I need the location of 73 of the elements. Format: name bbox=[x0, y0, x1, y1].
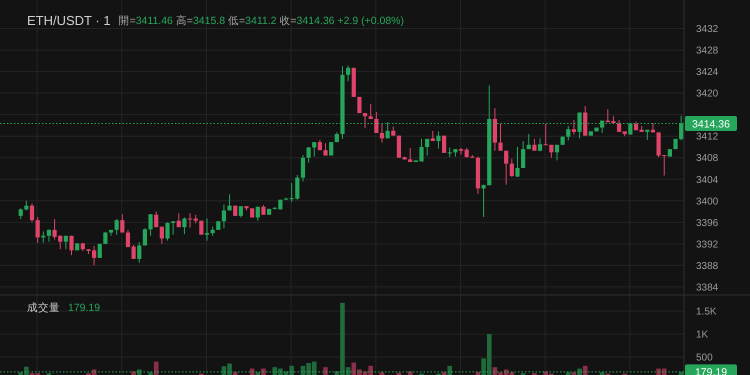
candlestick bbox=[30, 202, 34, 223]
candlestick bbox=[165, 222, 170, 242]
candlestick bbox=[436, 130, 441, 150]
text: ETH/USDT · 1 bbox=[27, 13, 111, 28]
candlestick bbox=[300, 154, 306, 182]
candlestick bbox=[120, 214, 124, 234]
candlestick bbox=[346, 65, 350, 82]
candlestick bbox=[526, 134, 531, 150]
y-tick-label: 3408 bbox=[696, 153, 719, 164]
y-tick-label: 3412 bbox=[696, 132, 719, 143]
annotation: 179.19 bbox=[68, 302, 100, 314]
candlestick bbox=[515, 146, 520, 178]
text: 開=3411.46 高=3415.8 低=3411.2 收=3414.36 +2.9 (+0.08%) bbox=[118, 15, 404, 27]
y-tick-label: 3388 bbox=[696, 260, 719, 272]
y-tick-label: 3432 bbox=[696, 24, 719, 36]
candlestick bbox=[227, 194, 232, 211]
candlestick bbox=[362, 112, 368, 129]
candlestick bbox=[442, 135, 446, 154]
y-tick-label: 500 bbox=[696, 352, 714, 364]
candlestick bbox=[199, 220, 204, 236]
candlestick bbox=[103, 232, 108, 244]
candlestick bbox=[572, 120, 576, 136]
candlestick bbox=[41, 230, 46, 244]
y-tick-label: 3420 bbox=[696, 88, 719, 100]
candlestick bbox=[46, 228, 52, 242]
candlestick bbox=[482, 184, 486, 218]
candlestick bbox=[645, 129, 650, 140]
candlestick bbox=[306, 146, 311, 164]
candlestick bbox=[583, 106, 588, 136]
candlestick bbox=[238, 206, 243, 218]
y-tick-label: 3392 bbox=[696, 239, 719, 250]
candlestick bbox=[256, 206, 260, 222]
candlestick bbox=[521, 140, 526, 168]
candlestick bbox=[182, 216, 187, 235]
y-tick-label: 3404 bbox=[696, 174, 719, 186]
candlestick bbox=[408, 148, 412, 163]
candlestick bbox=[380, 122, 384, 144]
candlestick bbox=[374, 111, 378, 134]
candlestick bbox=[329, 142, 334, 156]
y-tick-label: 3424 bbox=[696, 67, 719, 78]
candlestick bbox=[312, 142, 316, 158]
candlestick bbox=[148, 214, 153, 236]
ref-line-label: 3414.36 bbox=[692, 118, 730, 130]
candlestick bbox=[566, 125, 570, 141]
candlestick bbox=[448, 147, 452, 158]
candlestick bbox=[498, 123, 503, 152]
candlestick bbox=[492, 108, 497, 152]
candlestick bbox=[98, 243, 102, 258]
candlestick bbox=[69, 235, 74, 256]
y-tick-label: 3400 bbox=[696, 196, 719, 208]
candlestick bbox=[137, 242, 142, 264]
y-tick-label: 1.5K bbox=[696, 306, 717, 318]
candlestick bbox=[24, 200, 28, 211]
candlestick bbox=[222, 204, 226, 229]
candlestick bbox=[233, 205, 238, 216]
candlestick bbox=[142, 228, 148, 246]
y-tick-label: 3384 bbox=[696, 282, 719, 294]
candlestick bbox=[261, 204, 266, 216]
candlestick bbox=[368, 103, 373, 120]
y-tick-label: 1K bbox=[696, 330, 709, 341]
candlestick bbox=[504, 150, 508, 186]
candlestick bbox=[18, 208, 23, 220]
candlestick bbox=[425, 138, 430, 156]
candlestick bbox=[114, 218, 119, 236]
candlestick bbox=[650, 122, 656, 133]
text: 成交量 bbox=[27, 301, 60, 314]
y-tick-label: 3396 bbox=[696, 218, 719, 229]
candlestick bbox=[323, 142, 328, 156]
candlestick bbox=[176, 212, 181, 228]
candlestick bbox=[554, 144, 560, 161]
candlestick bbox=[510, 158, 514, 178]
candlestick bbox=[36, 216, 40, 244]
y-tick-label: 3428 bbox=[696, 46, 719, 57]
